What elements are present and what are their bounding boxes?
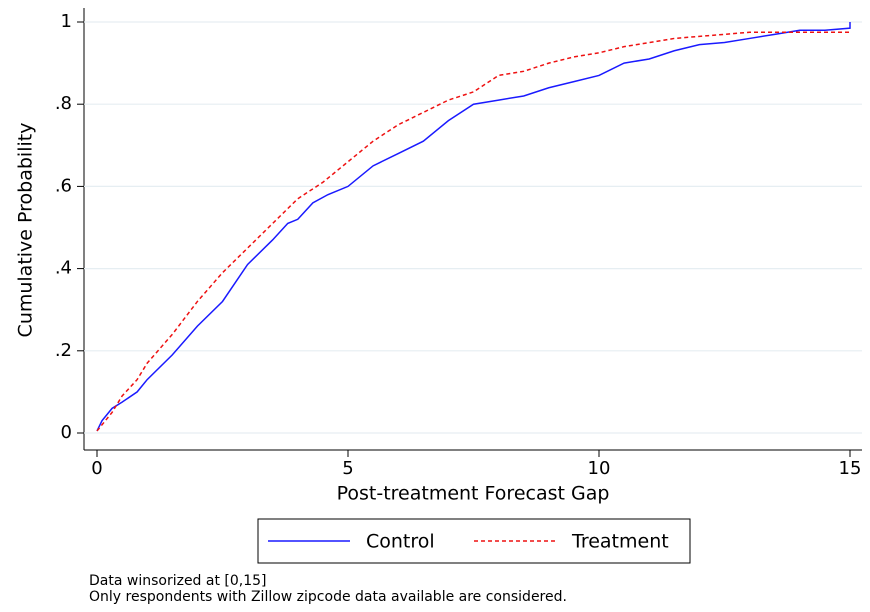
- note: Only respondents with Zillow zipcode dat…: [89, 589, 567, 605]
- note: Data winsorized at [0,15]: [89, 573, 267, 589]
- y-tick-label: 1: [61, 11, 72, 32]
- y-tick-label: .8: [55, 93, 72, 114]
- x-tick-label: 5: [342, 458, 353, 479]
- x-tick-label: 0: [91, 458, 102, 479]
- legend-label: Treatment: [571, 531, 669, 553]
- y-tick-label: .2: [55, 340, 72, 361]
- line-series: [96, 31, 850, 432]
- x-axis-label: Post-treatment Forecast Gap: [337, 483, 610, 505]
- y-tick-label: .4: [55, 258, 72, 279]
- legend-label: Control: [366, 531, 435, 553]
- line-series: [96, 22, 851, 432]
- y-tick-label: 0: [61, 422, 72, 443]
- x-tick-label: 10: [588, 458, 611, 479]
- y-tick-label: .6: [55, 175, 72, 196]
- x-tick-label: 15: [839, 458, 862, 479]
- y-axis-label: Cumulative Probability: [15, 123, 37, 338]
